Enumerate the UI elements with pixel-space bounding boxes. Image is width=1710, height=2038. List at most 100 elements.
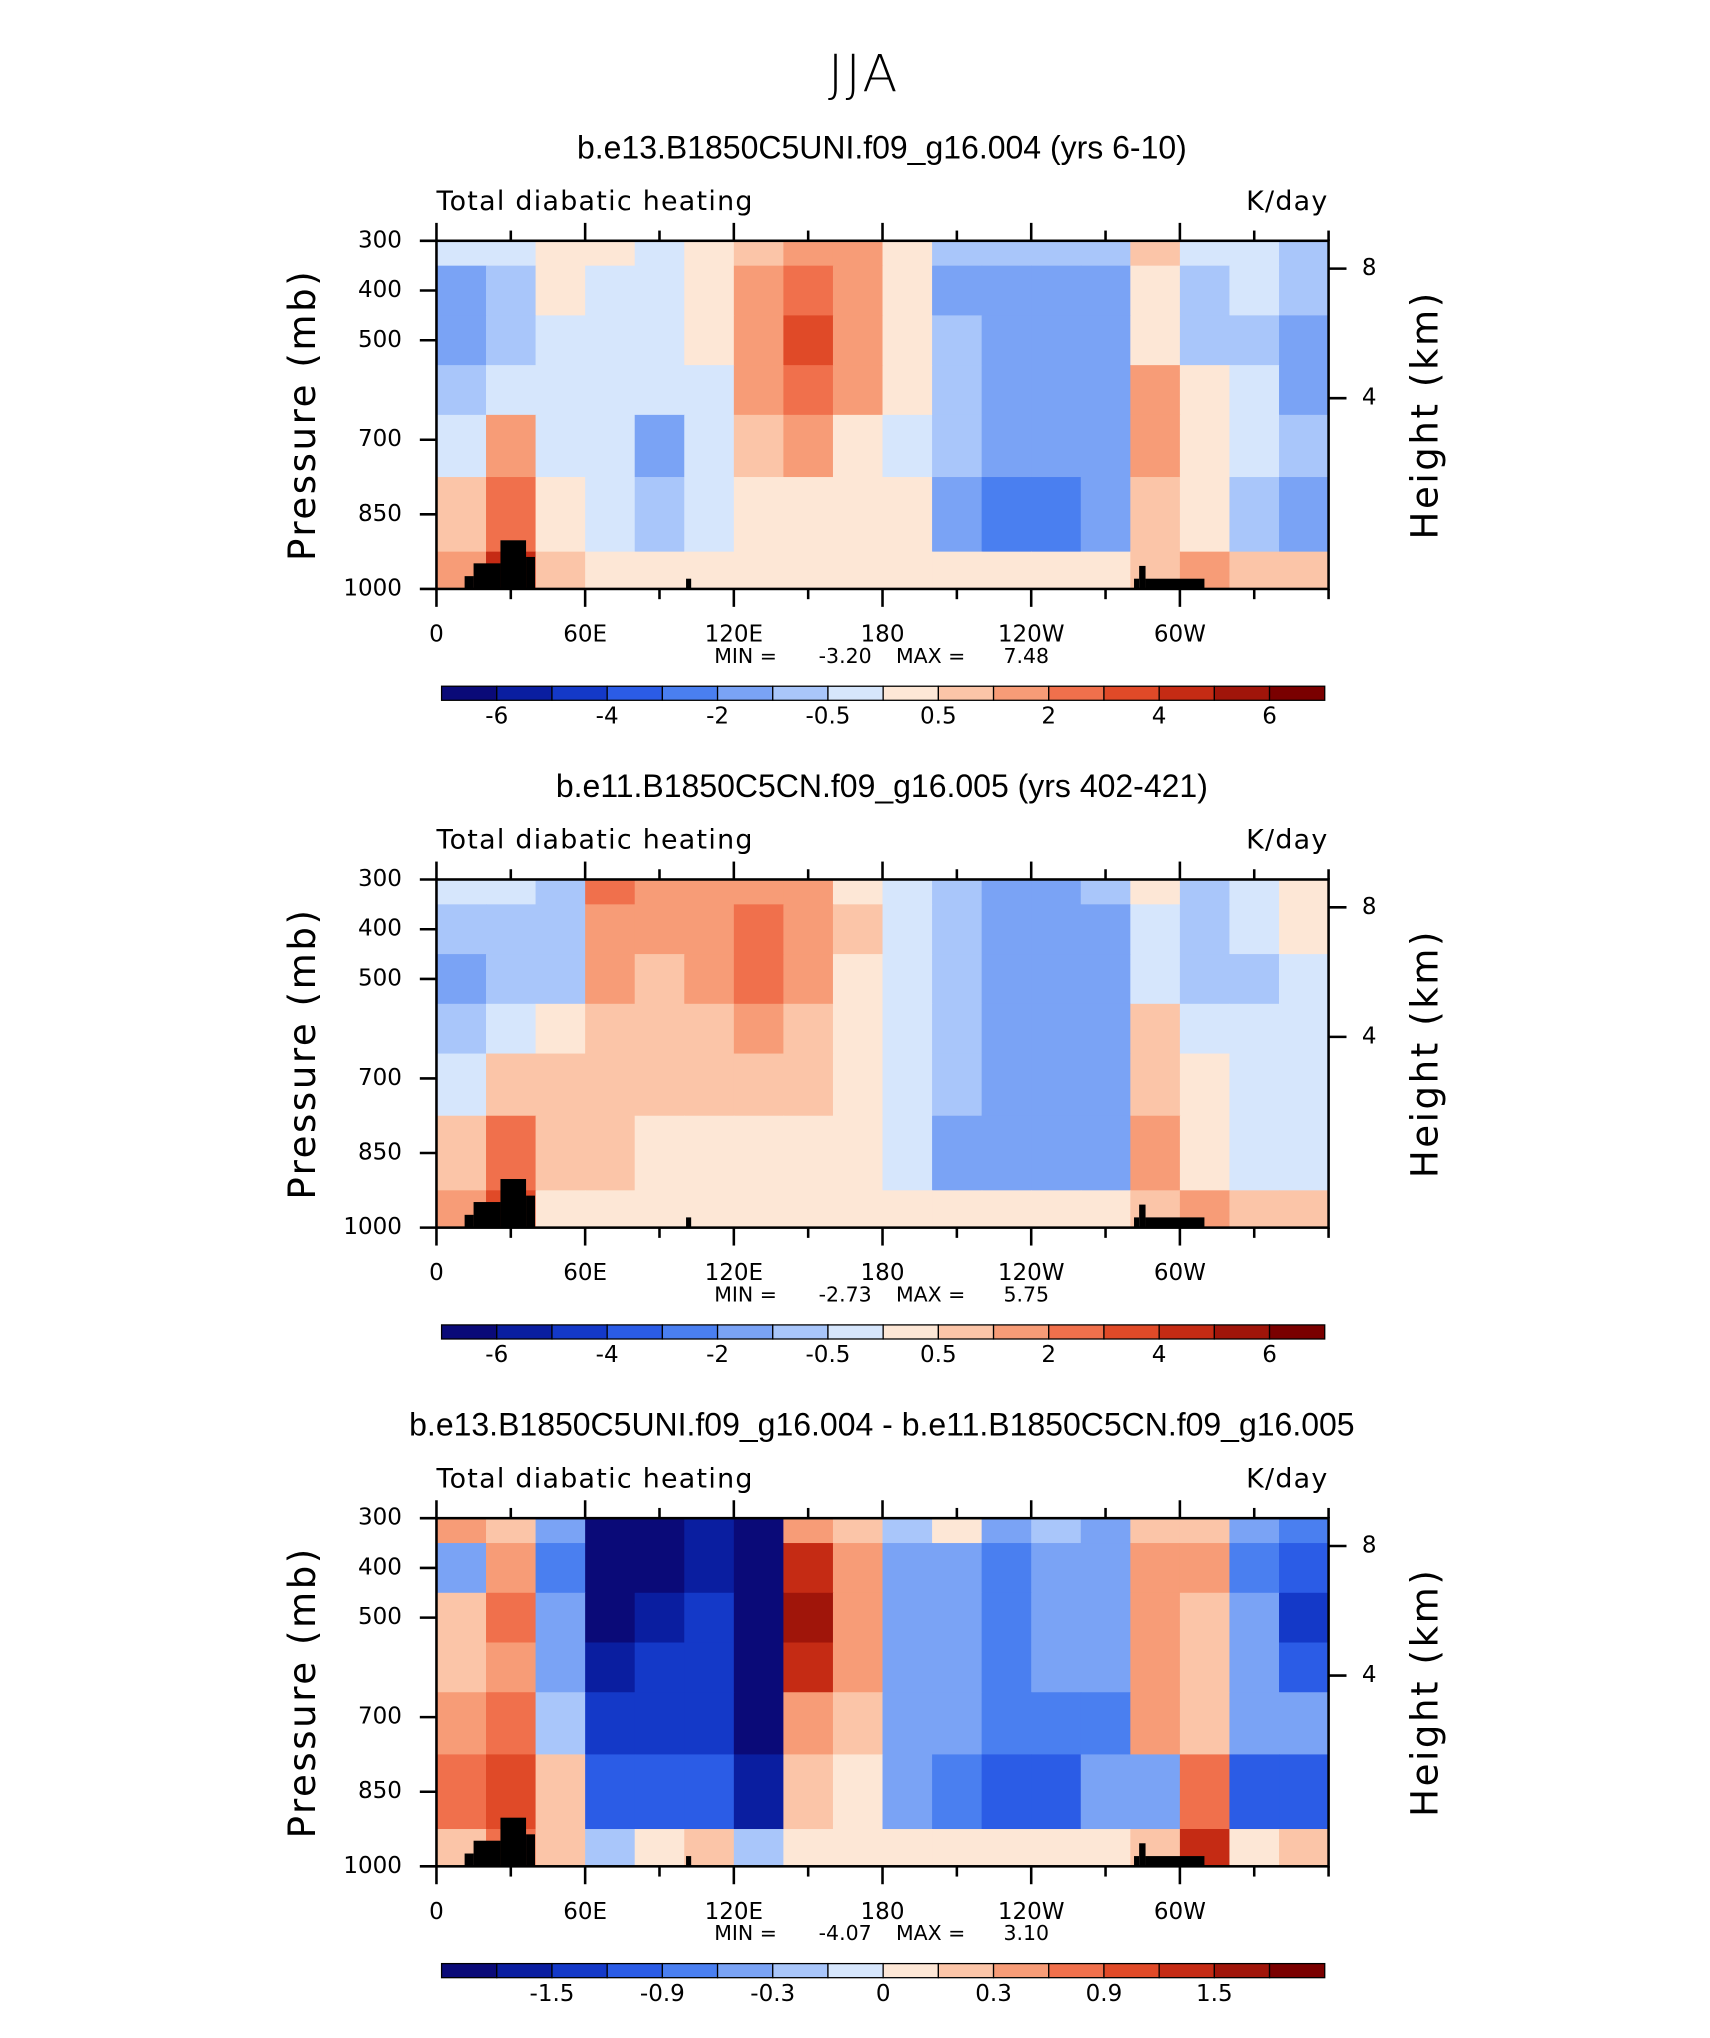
field-cell bbox=[1130, 1754, 1181, 1830]
min-text: MIN = bbox=[714, 1921, 777, 1945]
field-cell bbox=[535, 1003, 586, 1055]
colorbar-box bbox=[1268, 1324, 1326, 1340]
colorbar-box bbox=[1213, 1324, 1271, 1340]
colorbar-label: -0.5 bbox=[806, 1342, 851, 1368]
field-cell bbox=[486, 265, 537, 317]
field-cell bbox=[1080, 904, 1131, 955]
field-cell bbox=[783, 265, 834, 317]
field-cell bbox=[436, 1642, 487, 1693]
field-cell bbox=[1279, 315, 1330, 366]
field-cell bbox=[1080, 1692, 1131, 1756]
right-label: K/day bbox=[1246, 1463, 1328, 1494]
field-cell bbox=[684, 1518, 735, 1544]
field-cell bbox=[882, 1003, 933, 1055]
field-cell bbox=[932, 265, 983, 317]
field-cell bbox=[882, 1692, 933, 1756]
field-cell bbox=[832, 1543, 884, 1594]
x-tick-label: 0 bbox=[429, 622, 444, 648]
field-cell bbox=[585, 1543, 636, 1594]
terrain bbox=[473, 1202, 501, 1228]
field-cell bbox=[634, 1003, 685, 1055]
x-tick-label: 60E bbox=[563, 622, 607, 648]
field-cell bbox=[981, 954, 1032, 1005]
x-tick-label: 60W bbox=[1154, 1899, 1206, 1925]
field-cell bbox=[1179, 1592, 1231, 1644]
field-cell bbox=[1031, 1754, 1082, 1830]
y-tick-label: 500 bbox=[358, 327, 402, 353]
field-cell bbox=[932, 1003, 983, 1055]
max-value: 7.48 bbox=[1003, 644, 1049, 668]
terrain bbox=[464, 576, 474, 589]
field-cell bbox=[1179, 1692, 1231, 1756]
field-cell bbox=[1080, 240, 1131, 267]
field-cell bbox=[1031, 551, 1082, 590]
field-cell bbox=[932, 1754, 983, 1830]
y-tick-label: 700 bbox=[358, 1065, 402, 1091]
field-cell bbox=[1229, 1003, 1280, 1055]
field-cell bbox=[535, 1592, 586, 1644]
min-value: -3.20 bbox=[819, 644, 872, 668]
field-cell bbox=[932, 240, 983, 267]
field-cell bbox=[684, 1115, 735, 1191]
colorbar-box bbox=[772, 685, 829, 701]
field-cell bbox=[1130, 477, 1181, 553]
field-cell bbox=[783, 879, 834, 905]
field-cell bbox=[832, 879, 884, 905]
y2-tick-label: 4 bbox=[1362, 385, 1377, 411]
max-value: 5.75 bbox=[1003, 1282, 1049, 1306]
terrain bbox=[464, 1214, 474, 1228]
x-tick-label: 120W bbox=[998, 1260, 1065, 1286]
field-cell bbox=[1130, 879, 1181, 905]
field-cell bbox=[1130, 365, 1181, 416]
field-cell bbox=[832, 315, 884, 366]
field-cell bbox=[585, 265, 636, 317]
field-cell bbox=[634, 1754, 685, 1830]
colorbar-box bbox=[716, 1962, 774, 1979]
field-cell bbox=[634, 879, 685, 905]
terrain bbox=[1139, 1843, 1146, 1867]
field-cell bbox=[684, 879, 735, 905]
colorbar-label: -0.9 bbox=[640, 1981, 685, 2007]
left-label: Total diabatic heating bbox=[435, 825, 753, 856]
field-cell bbox=[932, 904, 983, 955]
field-cell bbox=[882, 1829, 933, 1867]
terrain bbox=[500, 1817, 527, 1867]
field-cell bbox=[1031, 265, 1082, 317]
terrain bbox=[1145, 1217, 1205, 1228]
field-cell bbox=[684, 954, 735, 1005]
colorbar-label: -0.5 bbox=[806, 703, 851, 729]
field-cell bbox=[535, 1754, 586, 1830]
field-cell bbox=[1279, 1543, 1330, 1594]
field-cell bbox=[535, 879, 586, 905]
field-cell bbox=[832, 1592, 884, 1644]
field-cell bbox=[436, 1592, 487, 1644]
field-cell bbox=[486, 1003, 537, 1055]
y2-axis-label: Height (km) bbox=[1404, 1568, 1447, 1817]
terrain bbox=[500, 540, 527, 589]
y-tick-label: 1000 bbox=[343, 1214, 402, 1240]
field-cell bbox=[1031, 1642, 1082, 1693]
field-cell bbox=[684, 1829, 735, 1867]
x-tick-label: 120E bbox=[705, 1899, 763, 1925]
field-cell bbox=[882, 904, 933, 955]
field-cell bbox=[1279, 1053, 1330, 1117]
terrain bbox=[473, 1840, 501, 1867]
field-cell bbox=[1179, 904, 1231, 955]
colorbar-label: 2 bbox=[1041, 703, 1056, 729]
field-cell bbox=[1130, 1692, 1181, 1756]
field-cell bbox=[882, 365, 933, 416]
colorbar-box bbox=[827, 1324, 884, 1340]
field-cell bbox=[1279, 265, 1330, 317]
field-cell bbox=[1130, 1115, 1181, 1191]
field-cell bbox=[932, 1642, 983, 1693]
field-cell bbox=[932, 1190, 983, 1229]
field-cell bbox=[634, 904, 685, 955]
field-cell bbox=[1080, 477, 1131, 553]
field-cell bbox=[1080, 1642, 1131, 1693]
field-cell bbox=[436, 954, 487, 1005]
field-cell bbox=[684, 1053, 735, 1117]
field-cell bbox=[684, 1190, 735, 1229]
y-tick-label: 850 bbox=[358, 1778, 402, 1804]
field-cell bbox=[1229, 879, 1280, 905]
